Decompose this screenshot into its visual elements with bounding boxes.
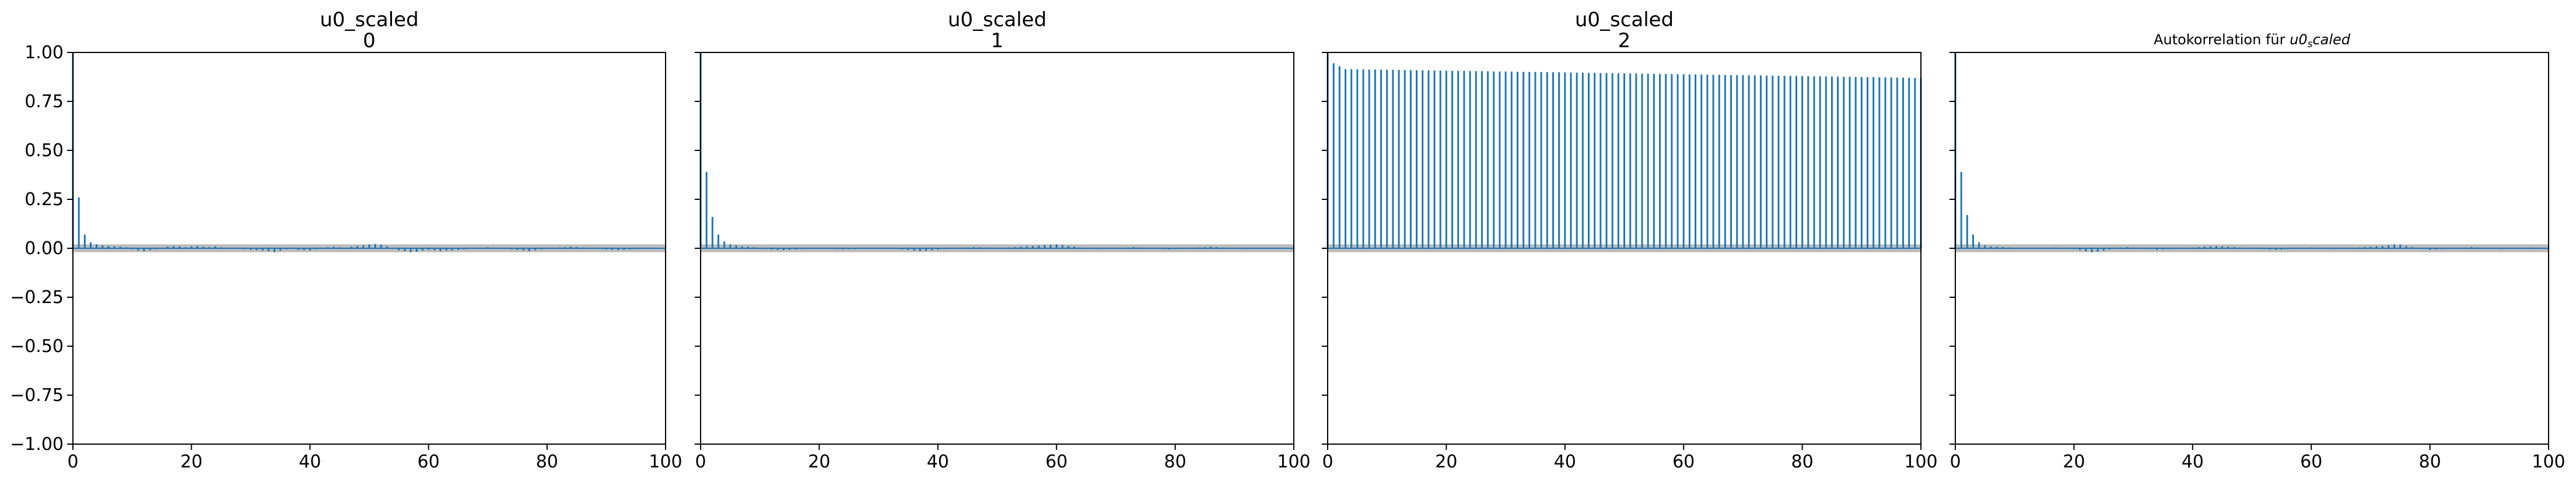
y-tick-label: −1.00 — [10, 434, 64, 455]
x-tick-label: 20 — [2063, 452, 2085, 472]
acf-panel-0: 0 20 40 60 80 100 −1.00 −0.75 −0.50 −0.25 0.00 0.25… — [10, 8, 682, 472]
y-tick-label: −0.75 — [10, 385, 64, 406]
y-tick-label: 0.75 — [24, 92, 64, 112]
y-tick-label: −0.50 — [10, 336, 64, 357]
x-tick-label: 20 — [808, 452, 830, 472]
y-tick-label: 0.50 — [24, 140, 64, 161]
x-tick-label: 100 — [1904, 452, 1937, 472]
x-tick-label: 60 — [2300, 452, 2322, 472]
x-tick-label: 60 — [1672, 452, 1695, 472]
x-tick-label: 40 — [927, 452, 949, 472]
y-tick-label: 0.00 — [24, 238, 64, 259]
x-tick-label: 100 — [1277, 452, 1310, 472]
panel-title: u0_scaled — [948, 8, 1046, 31]
x-tick-label: 0 — [1322, 452, 1333, 472]
y-tick-label: 0.25 — [24, 189, 64, 210]
panel-title: Autokorrelation für u0scaled — [2154, 31, 2351, 50]
x-tick-label: 60 — [418, 452, 440, 472]
y-tick-label: 1.00 — [24, 43, 64, 63]
x-tick-label: 60 — [1045, 452, 1068, 472]
x-tick-label: 0 — [1950, 452, 1961, 472]
x-tick-label: 0 — [695, 452, 706, 472]
x-tick-label: 100 — [649, 452, 682, 472]
x-tick-label: 80 — [536, 452, 558, 472]
x-tick-label: 80 — [1791, 452, 1814, 472]
panel-subtitle: 1 — [991, 29, 1004, 52]
panel-title: u0_scaled — [320, 8, 418, 31]
x-tick-label: 20 — [1435, 452, 1457, 472]
x-tick-label: 20 — [180, 452, 202, 472]
x-tick-label: 40 — [2182, 452, 2204, 472]
acf-panel-3: 0 20 40 60 80 100 Autokorrelation für u0scaled — [1950, 31, 2566, 472]
x-tick-label: 80 — [2419, 452, 2441, 472]
x-tick-label: 40 — [1554, 452, 1576, 472]
y-tick-label: −0.25 — [10, 287, 64, 308]
panel-subtitle: 0 — [363, 29, 376, 52]
x-tick-label: 40 — [299, 452, 321, 472]
x-tick-label: 80 — [1164, 452, 1186, 472]
panel-title: u0_scaled — [1575, 8, 1674, 31]
x-tick-label: 100 — [2532, 452, 2565, 472]
panel-subtitle: 2 — [1618, 29, 1631, 52]
x-tick-label: 0 — [67, 452, 78, 472]
